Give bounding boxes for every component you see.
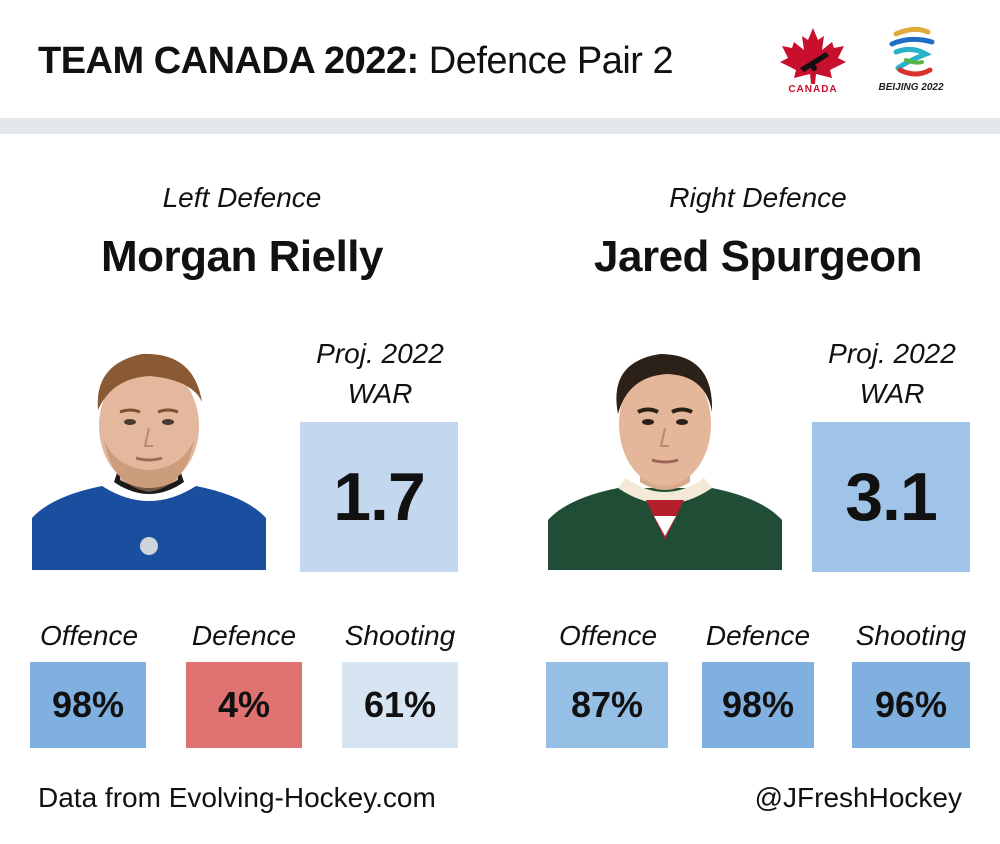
header: TEAM CANADA 2022: Defence Pair 2 CANADA … — [0, 0, 1000, 118]
stat-label-defence: Defence — [705, 620, 811, 651]
war-value: 3.1 — [812, 422, 970, 572]
stat-label-shooting: Shooting — [344, 620, 456, 651]
page-title-subtitle: Defence Pair 2 — [428, 40, 674, 82]
data-source-credit: Data from Evolving-Hockey.com — [38, 782, 436, 813]
war-value: 1.7 — [300, 422, 458, 572]
player-headshot — [548, 340, 782, 570]
stat-value-shooting: 96% — [852, 662, 970, 748]
stat-value-defence: 98% — [702, 662, 814, 748]
stat-label-shooting: Shooting — [855, 620, 967, 651]
war-label-line1: Proj. 2022 — [828, 338, 956, 369]
war-label-line1: Proj. 2022 — [316, 338, 444, 369]
player-name: Jared Spurgeon — [594, 232, 922, 281]
stat-value-offence: 87% — [546, 662, 668, 748]
canada-wordmark: CANADA — [788, 84, 838, 95]
player-card-right: Right Defence Jared Spurgeon Proj. 2022 … — [500, 134, 1000, 614]
war-label-line2: WAR — [347, 378, 413, 409]
war-label-line2: WAR — [859, 378, 925, 409]
header-divider — [0, 118, 1000, 134]
war-label: Proj. 2022 WAR — [812, 334, 972, 414]
stat-label-offence: Offence — [558, 620, 658, 651]
war-label: Proj. 2022 WAR — [300, 334, 460, 414]
stat-value-shooting: 61% — [342, 662, 458, 748]
page-title-bold: TEAM CANADA 2022: — [38, 40, 419, 82]
stat-value-offence: 98% — [30, 662, 146, 748]
page-title: TEAM CANADA 2022: Defence Pair 2 — [38, 38, 674, 84]
beijing-emblem-icon — [889, 26, 935, 77]
beijing-wordmark: BEIJING 2022 — [878, 82, 944, 93]
stat-value-defence: 4% — [186, 662, 302, 748]
stat-label-defence: Defence — [191, 620, 297, 651]
stat-label-offence: Offence — [39, 620, 139, 651]
player-name: Morgan Rielly — [101, 232, 384, 281]
player-position: Left Defence — [162, 182, 322, 213]
player-headshot — [32, 340, 266, 570]
beijing-2022-logo: BEIJING 2022 — [866, 24, 956, 98]
author-handle: @JFreshHockey — [754, 782, 962, 813]
player-photo-icon — [548, 354, 782, 570]
hockey-canada-logo: CANADA — [774, 26, 852, 98]
player-position: Right Defence — [669, 182, 847, 213]
player-photo-icon — [32, 353, 266, 570]
player-card-left: Left Defence Morgan Rielly Proj. — [0, 134, 500, 614]
maple-leaf-icon — [780, 28, 846, 84]
